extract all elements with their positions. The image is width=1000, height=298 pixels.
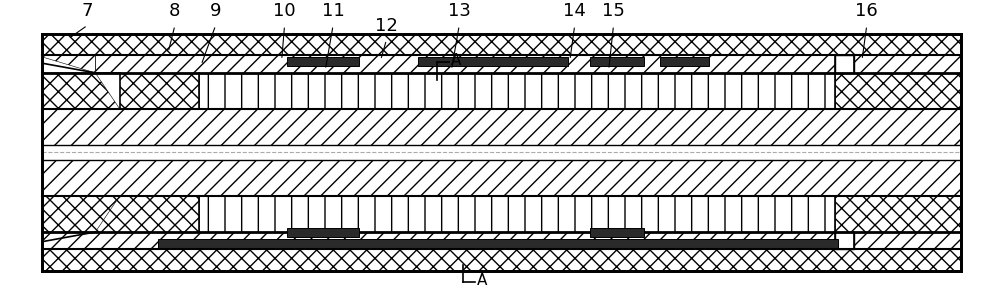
Text: 9: 9 — [210, 2, 221, 20]
Polygon shape — [42, 196, 120, 232]
Bar — [199, 73, 835, 109]
Bar — [42, 160, 961, 196]
Bar — [660, 57, 709, 66]
Text: A: A — [451, 53, 461, 68]
Bar — [418, 57, 568, 66]
Bar — [42, 34, 961, 55]
Bar — [42, 196, 961, 249]
Text: 16: 16 — [855, 2, 878, 20]
Bar — [287, 57, 359, 66]
Polygon shape — [42, 55, 120, 109]
Bar — [835, 232, 854, 249]
Bar — [199, 196, 835, 232]
Bar — [42, 73, 199, 109]
Text: A: A — [477, 273, 487, 288]
Bar — [42, 196, 199, 232]
Bar — [835, 73, 961, 109]
Polygon shape — [42, 73, 120, 109]
Text: 13: 13 — [448, 2, 471, 20]
Text: 8: 8 — [169, 2, 181, 20]
Bar — [42, 160, 961, 232]
Text: 15: 15 — [602, 2, 625, 20]
Bar — [590, 228, 644, 237]
Text: 12: 12 — [375, 17, 398, 35]
Polygon shape — [42, 55, 95, 73]
Bar — [42, 109, 961, 145]
Text: 7: 7 — [82, 2, 93, 20]
Bar — [835, 55, 854, 73]
Bar — [42, 55, 961, 109]
Text: 11: 11 — [322, 2, 344, 20]
Bar — [590, 57, 644, 66]
Text: 14: 14 — [563, 2, 586, 20]
Bar — [287, 228, 359, 237]
Bar — [158, 239, 838, 248]
Bar — [835, 196, 961, 232]
Text: 10: 10 — [273, 2, 296, 20]
Bar — [42, 249, 961, 271]
